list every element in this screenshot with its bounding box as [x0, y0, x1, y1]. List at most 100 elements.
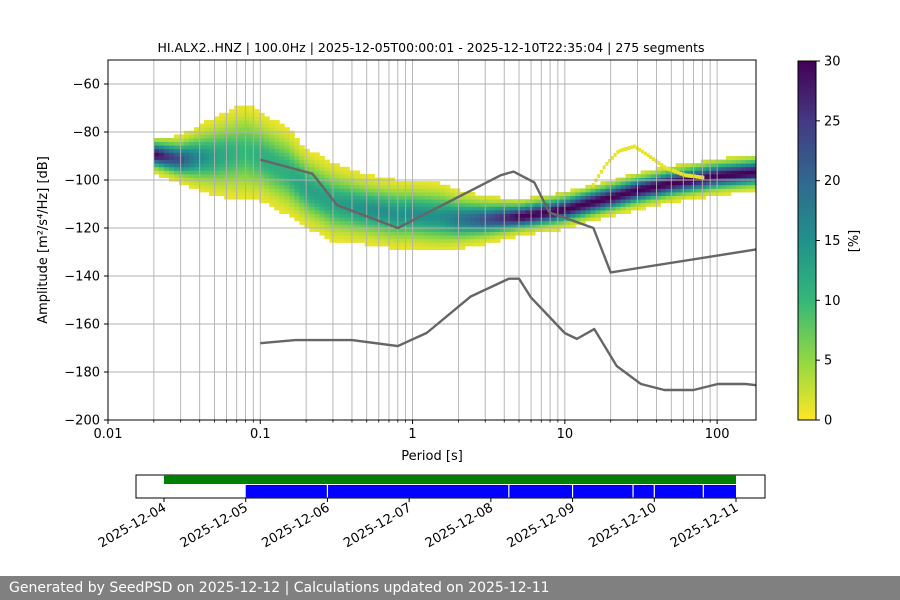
heatmap-cell — [158, 170, 165, 175]
timeline-date-label: 2025-12-08 — [423, 500, 496, 551]
heatmap-cell — [429, 202, 436, 207]
heatmap-cell — [545, 224, 551, 229]
heatmap-cell — [625, 206, 631, 211]
heatmap-cell — [274, 138, 280, 142]
heatmap-cell — [597, 174, 601, 178]
heatmap-cell — [269, 123, 275, 128]
heatmap-cell — [188, 141, 195, 146]
heatmap-cell — [610, 192, 616, 196]
heatmap-cell — [595, 206, 601, 211]
heatmap-cell — [324, 159, 330, 164]
heatmap-cell — [725, 170, 732, 175]
heatmap-cell — [535, 199, 541, 204]
heatmap-cell — [384, 217, 391, 222]
heatmap-cell — [439, 213, 446, 218]
heatmap-cell — [374, 231, 381, 236]
timeline-date-label: 2025-12-11 — [668, 500, 741, 551]
heatmap-cell — [510, 231, 516, 236]
colorbar-gradient — [797, 60, 817, 421]
heatmap-cell — [193, 145, 200, 150]
heatmap-cell — [299, 195, 305, 200]
heatmap-cell — [595, 188, 601, 193]
heatmap-cell — [540, 210, 546, 214]
heatmap-cell — [414, 213, 421, 218]
timeline-date-label: 2025-12-09 — [505, 500, 578, 551]
heatmap-cell — [379, 235, 386, 240]
heatmap-cell — [209, 123, 215, 128]
heatmap-cell — [750, 181, 757, 186]
heatmap-cell — [239, 130, 245, 135]
heatmap-cell — [535, 224, 541, 229]
heatmap-cell — [610, 202, 616, 207]
heatmap-cell — [209, 163, 215, 168]
heatmap-cell — [469, 242, 476, 247]
heatmap-cell — [591, 182, 595, 187]
heatmap-cell — [570, 220, 576, 225]
heatmap-cell — [660, 195, 667, 200]
heatmap-cell — [750, 174, 757, 178]
heatmap-cell — [595, 210, 601, 214]
heatmap-cell — [209, 130, 215, 135]
heatmap-cell — [294, 184, 300, 189]
heatmap-cell — [289, 145, 295, 150]
heatmap-cell — [339, 174, 345, 178]
heatmap-cell — [685, 188, 692, 193]
heatmap-cell — [630, 181, 636, 186]
heatmap-cell — [319, 188, 325, 193]
heatmap-cell — [454, 199, 461, 204]
heatmap-cell — [319, 213, 325, 218]
heatmap-cell — [153, 156, 160, 160]
heatmap-cell — [404, 206, 411, 211]
heatmap-cell — [616, 150, 620, 154]
heatmap-cell — [284, 156, 290, 160]
heatmap-cell — [299, 213, 305, 218]
heatmap-cell — [294, 217, 300, 222]
heatmap-cell — [314, 159, 320, 164]
heatmap-cell — [324, 231, 330, 236]
heatmap-cell — [635, 192, 641, 196]
heatmap-cell — [630, 206, 636, 211]
heatmap-cell — [505, 224, 511, 229]
heatmap-cell — [675, 166, 682, 171]
heatmap-cell — [229, 145, 235, 150]
heatmap-cell — [284, 210, 290, 214]
heatmap-cell — [414, 210, 421, 214]
heatmap-cell — [359, 231, 365, 236]
heatmap-cell — [319, 228, 325, 232]
heatmap-cell — [550, 206, 556, 211]
heatmap-cell — [459, 206, 466, 211]
heatmap-cell — [439, 238, 446, 243]
heatmap-cell — [364, 238, 371, 243]
heatmap-cell — [259, 199, 265, 204]
heatmap-cell — [379, 202, 386, 207]
heatmap-cell — [730, 170, 737, 175]
heatmap-cell — [505, 235, 511, 240]
heatmap-cell — [485, 224, 491, 229]
heatmap-cell — [193, 184, 200, 189]
heatmap-cell — [324, 224, 330, 229]
heatmap-cell — [354, 184, 360, 189]
heatmap-cell — [359, 206, 365, 211]
heatmap-cell — [304, 159, 310, 164]
heatmap-cell — [364, 210, 371, 214]
heatmap-cell — [399, 184, 406, 189]
heatmap-cell — [254, 184, 260, 189]
heatmap-cell — [369, 206, 376, 211]
heatmap-cell — [575, 206, 581, 211]
heatmap-cell — [414, 238, 421, 243]
heatmap-cell — [690, 174, 694, 178]
heatmap-cell — [259, 156, 265, 160]
heatmap-cell — [730, 188, 737, 193]
heatmap-cell — [632, 144, 636, 149]
heatmap-cell — [314, 174, 320, 178]
heatmap-cell — [670, 195, 677, 200]
heatmap-cell — [645, 188, 652, 193]
heatmap-cell — [641, 149, 645, 154]
heatmap-cell — [500, 213, 506, 218]
heatmap-cell — [485, 231, 491, 236]
heatmap-cell — [269, 188, 275, 193]
heatmap-cell — [199, 152, 205, 157]
heatmap-cell — [244, 192, 250, 196]
heatmap-cell — [374, 242, 381, 247]
heatmap-cell — [640, 181, 647, 186]
